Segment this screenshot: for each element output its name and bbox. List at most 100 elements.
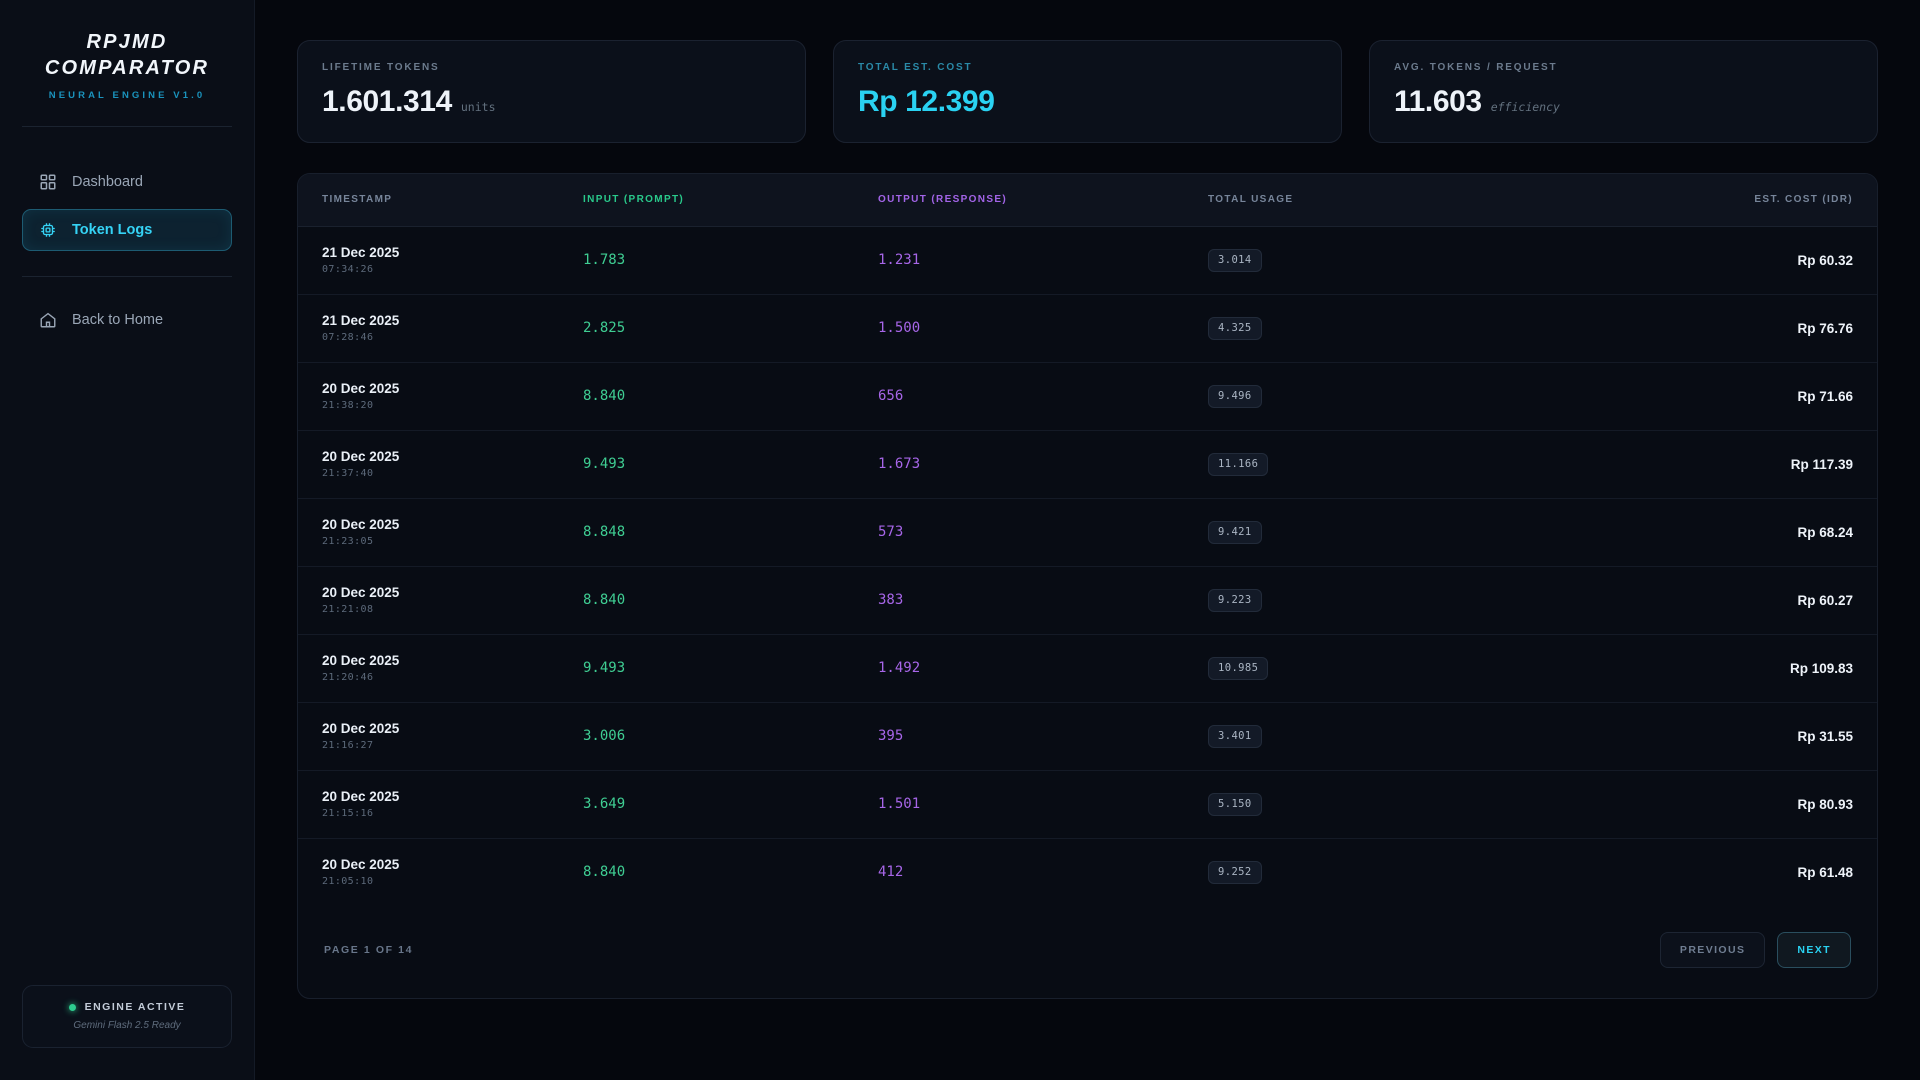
cell-total-usage: 9.252 [1208,838,1528,906]
input-token-value: 1.783 [583,252,626,268]
column-header-timestamp[interactable]: TIMESTAMP [298,174,583,227]
column-header-est-cost[interactable]: EST. COST (IDR) [1528,174,1877,227]
timestamp-time: 21:37:40 [322,468,374,479]
stat-value-row: Rp 12.399 [858,85,1317,119]
cell-timestamp: 21 Dec 2025 07:28:46 [298,294,583,362]
output-token-value: 1.500 [878,320,921,336]
table-row[interactable]: 20 Dec 2025 21:37:40 9.493 1.673 11.166 Rp 11… [298,430,1877,498]
sidebar-item-back-to-home[interactable]: Back to Home [22,299,232,341]
chip-icon [39,221,57,239]
cell-input: 9.493 [583,634,878,702]
cell-total-usage: 3.401 [1208,702,1528,770]
table-row[interactable]: 21 Dec 2025 07:28:46 2.825 1.500 4.325 Rp 76.… [298,294,1877,362]
timestamp-date: 20 Dec 2025 [322,449,400,464]
table-row[interactable]: 21 Dec 2025 07:34:26 1.783 1.231 3.014 Rp 60.… [298,226,1877,294]
sidebar-nav: Dashboard Token Logs [22,161,232,252]
input-token-value: 8.840 [583,864,626,881]
cell-est-cost: Rp 31.55 [1797,728,1853,744]
cell-total-usage: 9.223 [1208,566,1528,634]
cell-est-cost: Rp 60.27 [1797,592,1853,608]
cell-timestamp: 20 Dec 2025 21:20:46 [298,634,583,702]
cell-input: 1.783 [583,226,878,294]
output-token-value: 1.673 [878,456,921,472]
cell-est-cost: Rp 71.66 [1797,388,1853,404]
sidebar-item-label: Token Logs [72,222,153,239]
cell-input: 9.493 [583,430,878,498]
total-usage-chip: 3.014 [1208,248,1262,272]
cell-est-cost: Rp 60.32 [1797,252,1853,268]
cell-est-cost: Rp 76.76 [1797,320,1853,336]
total-usage-chip: 10.985 [1208,656,1269,680]
sidebar-item-dashboard[interactable]: Dashboard [22,161,232,203]
total-usage-chip: 9.252 [1208,860,1262,884]
output-token-value: 1.231 [878,252,921,268]
output-token-value: 656 [878,388,904,404]
sidebar-nav-lower: Back to Home [22,299,232,341]
previous-page-button[interactable]: PREVIOUS [1659,932,1766,968]
engine-status-row: ENGINE ACTIVE [33,1001,221,1013]
cell-output: 1.501 [878,770,1208,838]
cell-est-cost: Rp 109.83 [1789,660,1853,676]
cell-total-usage: 9.496 [1208,362,1528,430]
sidebar-item-token-logs[interactable]: Token Logs [22,209,232,252]
cell-total-usage: 9.421 [1208,498,1528,566]
table-row[interactable]: 20 Dec 2025 21:38:20 8.840 656 9.496 Rp 71.66 [298,362,1877,430]
input-token-value: 9.493 [583,456,626,472]
total-usage-chip: 4.325 [1208,316,1262,340]
cell-output: 383 [878,566,1208,634]
stat-value-row: 1.601.314 units [322,85,781,119]
sidebar-item-label: Back to Home [72,312,164,329]
cell-est-cost: Rp 117.39 [1790,456,1853,472]
column-header-input[interactable]: INPUT (PROMPT) [583,174,878,227]
input-token-value: 3.649 [583,796,626,812]
token-logs-table: TIMESTAMP INPUT (PROMPT) OUTPUT (RESPONS… [298,174,1877,906]
timestamp-time: 21:38:20 [322,400,374,411]
table-row[interactable]: 20 Dec 2025 21:05:10 8.840 412 9.252 Rp 61.48 [298,838,1877,906]
input-token-value: 9.493 [583,660,626,676]
cell-output: 395 [878,702,1208,770]
column-header-total-usage[interactable]: TOTAL USAGE [1208,174,1528,227]
table-row[interactable]: 20 Dec 2025 21:21:08 8.840 383 9.223 Rp 60.27 [298,566,1877,634]
stat-value: Rp 12.399 [858,85,995,118]
cell-total-usage: 11.166 [1208,430,1528,498]
table-row[interactable]: 20 Dec 2025 21:15:16 3.649 1.501 5.150 Rp 80.… [298,770,1877,838]
timestamp-time: 21:16:27 [322,740,374,751]
cell-est-cost: Rp 80.93 [1797,796,1853,812]
engine-status-card: ENGINE ACTIVE Gemini Flash 2.5 Ready [22,985,232,1048]
output-token-value: 1.492 [878,660,921,676]
sidebar: RPJMD COMPARATOR NEURAL ENGINE V1.0 Dash… [0,0,255,1080]
output-token-value: 412 [878,864,904,881]
cell-timestamp: 20 Dec 2025 21:21:08 [298,566,583,634]
cell-input: 2.825 [583,294,878,362]
output-token-value: 383 [878,592,904,608]
timestamp-date: 20 Dec 2025 [322,517,400,532]
column-header-output[interactable]: OUTPUT (RESPONSE) [878,174,1208,227]
sidebar-divider-bottom [22,276,232,278]
stat-label: AVG. TOKENS / REQUEST [1394,62,1558,73]
stat-card-avg-tokens-per-request: AVG. TOKENS / REQUEST 11.603 efficiency [1369,40,1878,143]
table-row[interactable]: 20 Dec 2025 21:20:46 9.493 1.492 10.985 Rp 10… [298,634,1877,702]
next-page-button[interactable]: NEXT [1777,932,1851,968]
total-usage-chip: 11.166 [1208,452,1269,476]
engine-status-label: ENGINE ACTIVE [84,1001,186,1013]
timestamp-date: 20 Dec 2025 [322,381,400,396]
table-row[interactable]: 20 Dec 2025 21:16:27 3.006 395 3.401 Rp 31.55 [298,702,1877,770]
cell-est-cost: Rp 68.24 [1797,524,1853,540]
cell-timestamp: 20 Dec 2025 21:16:27 [298,702,583,770]
cell-total-usage: 3.014 [1208,226,1528,294]
total-usage-chip: 9.223 [1208,588,1262,612]
timestamp-time: 21:23:05 [322,536,374,547]
sidebar-item-label: Dashboard [72,174,143,191]
output-token-value: 395 [878,728,904,744]
cell-output: 412 [878,838,1208,906]
timestamp-date: 20 Dec 2025 [322,857,400,873]
cell-timestamp: 21 Dec 2025 07:34:26 [298,226,583,294]
total-usage-chip: 9.421 [1208,520,1262,544]
home-icon [39,311,57,329]
grid-icon [39,173,57,191]
token-logs-panel: TIMESTAMP INPUT (PROMPT) OUTPUT (RESPONS… [297,173,1878,999]
timestamp-time: 21:21:08 [322,604,374,615]
table-row[interactable]: 20 Dec 2025 21:23:05 8.848 573 9.421 Rp 68.24 [298,498,1877,566]
stat-cards: LIFETIME TOKENS 1.601.314 units TOTAL ES… [297,40,1878,143]
cell-timestamp: 20 Dec 2025 21:15:16 [298,770,583,838]
